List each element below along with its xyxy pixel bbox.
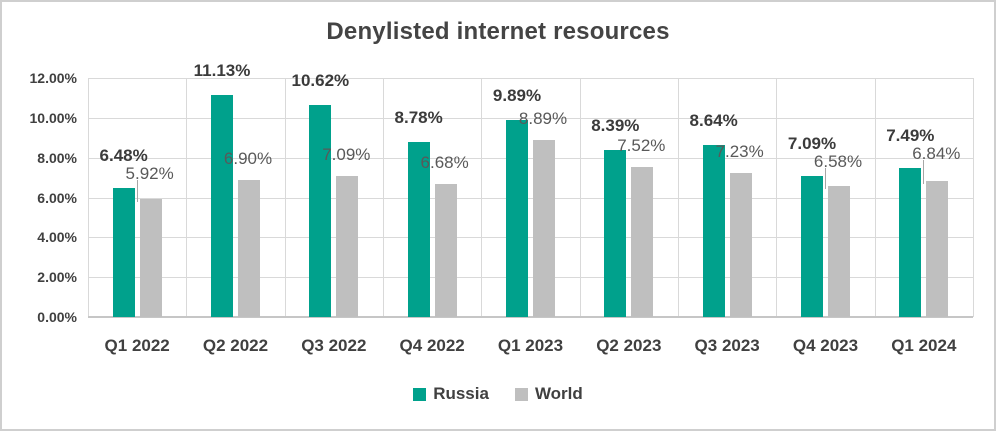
- axis-label-y: 6.00%: [37, 189, 77, 206]
- axis-label-x-q2-2023: Q2 2023: [596, 336, 662, 355]
- data-label-world-q1-2024: 6.84%: [912, 143, 961, 163]
- axis-label-y: 12.00%: [29, 70, 77, 86]
- bar-world-q3-2022: [336, 175, 359, 317]
- axis-label-x-q1-2024: Q1 2024: [891, 336, 957, 355]
- data-label-russia-q2-2023: 8.39%: [591, 115, 640, 135]
- data-label-russia-q4-2022: 8.78%: [394, 108, 443, 128]
- label-leader-line: [825, 167, 826, 189]
- bar-russia-q3-2023: [702, 144, 725, 317]
- data-label-world-q2-2023: 7.52%: [617, 136, 666, 156]
- bar-russia-q2-2022: [211, 95, 233, 317]
- axis-label-y: 2.00%: [37, 269, 77, 286]
- gridline-horizontal: [88, 157, 973, 159]
- bar-russia-q4-2023: [801, 175, 823, 317]
- data-label-russia-q1-2024: 7.49%: [886, 125, 935, 145]
- gridline-horizontal: [88, 78, 973, 79]
- data-label-russia-q3-2022: 10.62%: [291, 71, 350, 91]
- gridline-horizontal: [88, 237, 973, 239]
- legend-item-world: World: [514, 384, 583, 404]
- data-label-russia-q3-2023: 8.64%: [689, 110, 738, 130]
- data-label-russia-q2-2022: 11.13%: [193, 61, 251, 81]
- bar-world-q2-2023: [631, 167, 654, 317]
- data-label-world-q4-2022: 6.68%: [420, 152, 469, 172]
- bar-world-q3-2023: [729, 173, 752, 317]
- legend-swatch-russia: [413, 387, 427, 401]
- x-axis-line: [88, 316, 973, 318]
- bar-russia-q1-2023: [506, 120, 528, 317]
- label-leader-line: [136, 179, 138, 203]
- axis-label-y: 8.00%: [37, 149, 77, 166]
- bar-russia-q1-2024: [899, 167, 922, 317]
- legend: Russia World: [2, 384, 994, 404]
- axis-label-x-q4-2023: Q4 2023: [792, 336, 859, 355]
- label-leader-line: [923, 159, 925, 184]
- bar-russia-q4-2022: [407, 142, 430, 317]
- data-label-world-q3-2022: 7.09%: [322, 144, 371, 164]
- axis-label-x-q4-2022: Q4 2022: [399, 336, 465, 355]
- gridline-horizontal: [88, 197, 973, 199]
- legend-label-russia: Russia: [433, 384, 489, 403]
- axis-label-x-q3-2023: Q3 2023: [694, 336, 760, 355]
- legend-item-russia: Russia: [413, 384, 489, 404]
- bar-world-q1-2022: [139, 199, 162, 317]
- axis-label-x-q1-2022: Q1 2022: [104, 336, 170, 355]
- axis-label-y: 10.00%: [29, 109, 77, 126]
- bar-russia-q3-2022: [309, 105, 332, 317]
- bar-russia-q2-2023: [604, 149, 627, 317]
- legend-swatch-world: [514, 387, 528, 401]
- axis-label-y: 0.00%: [37, 309, 77, 325]
- bar-world-q2-2022: [238, 179, 260, 317]
- bar-russia-q1-2022: [112, 187, 135, 317]
- gridline-horizontal: [88, 277, 973, 279]
- data-label-world-q1-2023: 8.89%: [518, 108, 568, 128]
- data-label-russia-q1-2023: 9.89%: [492, 86, 542, 106]
- legend-label-world: World: [534, 384, 583, 403]
- axis-label-x-q3-2022: Q3 2022: [301, 336, 367, 355]
- gridline-horizontal: [88, 117, 973, 119]
- bar-world-q1-2024: [926, 180, 949, 317]
- gridline-vertical: [973, 78, 974, 317]
- data-label-russia-q4-2023: 7.09%: [787, 133, 837, 153]
- bar-world-q1-2023: [533, 139, 555, 317]
- bar-world-q4-2023: [828, 185, 850, 317]
- data-label-world-q1-2022: 5.92%: [125, 163, 174, 183]
- axis-label-x-q1-2023: Q1 2023: [497, 336, 564, 355]
- axis-label-y: 4.00%: [37, 229, 77, 246]
- data-label-world-q4-2023: 6.58%: [813, 151, 863, 171]
- data-label-world-q2-2022: 6.90%: [223, 148, 273, 168]
- data-label-russia-q1-2022: 6.48%: [99, 145, 148, 165]
- axis-label-x-q2-2022: Q2 2022: [202, 336, 269, 355]
- bar-world-q4-2022: [434, 183, 457, 317]
- chart-title: Denylisted internet resources: [326, 18, 670, 45]
- data-label-world-q3-2023: 7.23%: [715, 142, 764, 161]
